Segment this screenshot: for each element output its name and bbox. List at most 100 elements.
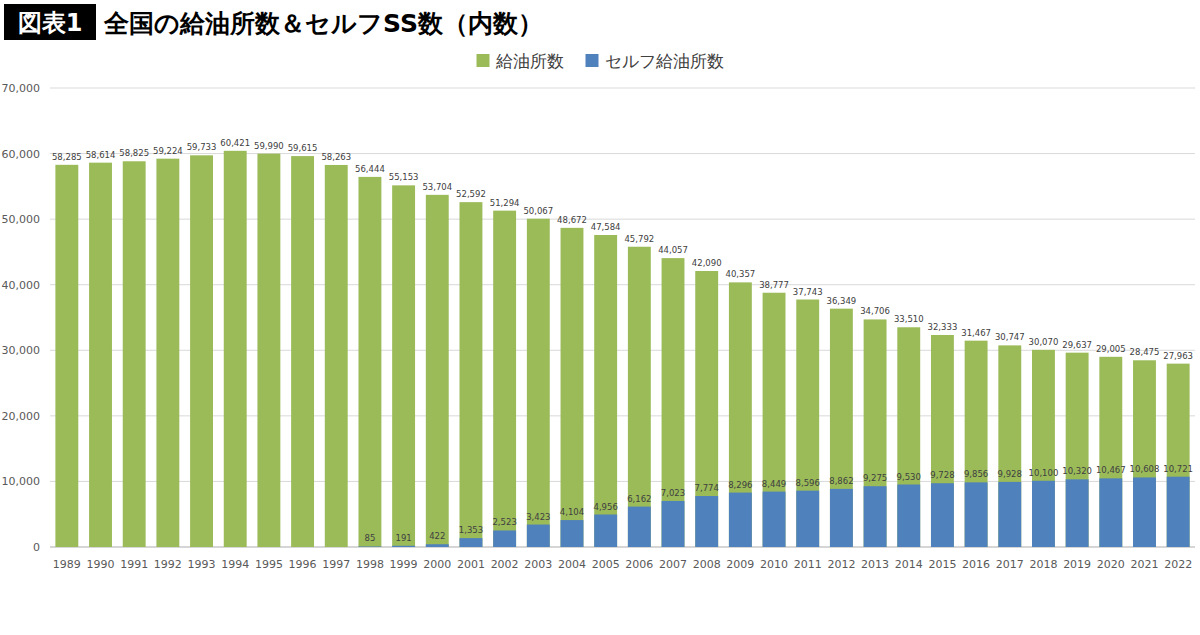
data-label: 8,449 (762, 479, 786, 489)
bar (965, 341, 988, 547)
x-tick-label: 2009 (726, 558, 754, 571)
bar (729, 282, 752, 547)
data-label: 3,423 (526, 512, 550, 522)
x-tick-label: 2016 (962, 558, 990, 571)
bar (594, 235, 617, 547)
bar (55, 165, 78, 547)
data-label: 2,523 (492, 517, 516, 527)
data-label: 10,467 (1096, 465, 1126, 475)
data-label: 58,285 (52, 152, 82, 162)
data-label: 60,421 (220, 138, 250, 148)
bar (628, 247, 651, 547)
bar (156, 159, 179, 547)
data-label: 37,743 (793, 287, 823, 297)
x-tick-label: 1993 (188, 558, 216, 571)
bar (1099, 357, 1122, 547)
bar (965, 482, 988, 547)
data-label: 28,475 (1130, 347, 1160, 357)
legend-label: 給油所数 (495, 51, 564, 71)
x-tick-label: 2012 (827, 558, 855, 571)
data-label: 10,608 (1130, 464, 1160, 474)
data-label: 52,592 (456, 189, 486, 199)
data-label: 422 (429, 531, 445, 541)
bar (561, 520, 584, 547)
y-tick-label: 50,000 (2, 213, 41, 226)
data-label: 58,263 (321, 152, 351, 162)
data-label: 44,057 (658, 245, 688, 255)
x-tick-label: 2006 (625, 558, 653, 571)
data-label: 34,706 (860, 306, 890, 316)
x-tick-label: 2013 (861, 558, 889, 571)
bars (55, 151, 1189, 547)
x-tick-label: 1997 (322, 558, 350, 571)
bar (998, 345, 1021, 547)
bar (1032, 481, 1055, 547)
figure-label: 図表1 (18, 9, 83, 37)
bar (1066, 353, 1089, 547)
data-label: 50,067 (523, 206, 553, 216)
data-label: 10,100 (1029, 468, 1059, 478)
grid-line (50, 350, 1195, 351)
bar (1133, 360, 1156, 547)
bar (224, 151, 247, 547)
data-label: 9,856 (964, 469, 988, 479)
x-tick-label: 2015 (928, 558, 956, 571)
grid-line (50, 547, 1195, 548)
bar (527, 525, 550, 547)
grid-line (50, 153, 1195, 154)
y-tick-label: 70,000 (2, 82, 41, 95)
data-label: 10,320 (1062, 466, 1092, 476)
bar (763, 492, 786, 547)
data-label: 9,530 (897, 472, 921, 482)
x-tick-label: 2000 (423, 558, 451, 571)
x-tick-label: 1989 (53, 558, 81, 571)
data-label: 9,928 (998, 469, 1022, 479)
x-tick-label: 1992 (154, 558, 182, 571)
chart: 図表1全国の給油所数＆セルフSS数（内数）010,00020,00030,000… (0, 0, 1200, 635)
x-tick-label: 2019 (1063, 558, 1091, 571)
x-tick-label: 2020 (1097, 558, 1125, 571)
bar (763, 293, 786, 547)
data-label: 8,296 (728, 480, 752, 490)
bar (695, 271, 718, 547)
data-label: 30,070 (1029, 337, 1059, 347)
bar (1066, 479, 1089, 547)
x-tick-label: 2008 (693, 558, 721, 571)
x-tick-label: 2005 (592, 558, 620, 571)
data-label: 59,224 (153, 146, 183, 156)
grid-line (50, 219, 1195, 220)
data-label: 85 (365, 533, 376, 543)
data-label: 8,862 (829, 476, 853, 486)
data-label: 58,614 (86, 150, 116, 160)
legend-label: セルフ給油所数 (605, 51, 724, 71)
bar (1032, 350, 1055, 547)
bar (830, 489, 853, 547)
bar (460, 202, 483, 547)
grid-line (50, 284, 1195, 285)
bar (1099, 478, 1122, 547)
bar (931, 335, 954, 547)
data-label: 38,777 (759, 280, 789, 290)
bar (460, 538, 483, 547)
data-label: 36,349 (827, 296, 857, 306)
data-label: 32,333 (928, 322, 958, 332)
x-tick-label: 2001 (457, 558, 485, 571)
data-label: 45,792 (624, 234, 654, 244)
grid-line (50, 88, 1195, 89)
grid-line (50, 481, 1195, 482)
data-label: 59,615 (288, 143, 318, 153)
x-tick-label: 1995 (255, 558, 283, 571)
x-tick-label: 2014 (895, 558, 923, 571)
bar (1167, 364, 1190, 547)
x-tick-label: 2010 (760, 558, 788, 571)
figure-label-box (4, 4, 96, 40)
bar (796, 491, 819, 547)
x-tick-label: 1994 (221, 558, 249, 571)
bar (123, 161, 146, 547)
x-tick-label: 2004 (558, 558, 586, 571)
data-label: 31,467 (961, 328, 991, 338)
data-label: 4,956 (593, 502, 617, 512)
bar (594, 515, 617, 547)
data-label: 1,353 (459, 525, 483, 535)
bar (662, 501, 685, 547)
